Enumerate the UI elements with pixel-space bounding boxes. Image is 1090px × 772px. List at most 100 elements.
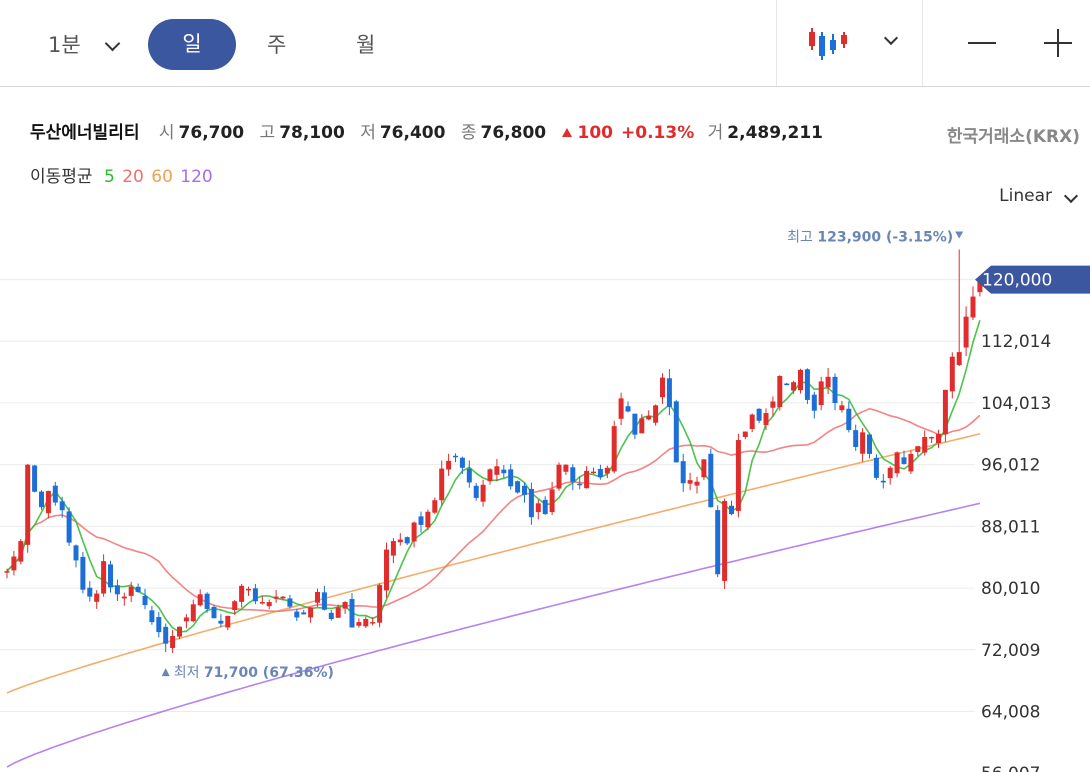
ma5-line [6, 320, 981, 633]
candle [763, 408, 769, 431]
candle-body [687, 480, 693, 484]
candle [377, 583, 383, 628]
candle [108, 560, 113, 593]
candle-body [459, 457, 465, 468]
candle [818, 376, 824, 411]
candle [887, 466, 893, 485]
candle-body [784, 383, 790, 386]
candle-body [177, 626, 182, 637]
candle [411, 521, 417, 548]
toolbar: 1분 일 주 월 [0, 0, 1090, 87]
candle-body [280, 596, 286, 599]
interval-selector[interactable]: 1분 [48, 33, 81, 57]
candle-body [239, 585, 245, 602]
ma60-line [6, 433, 981, 694]
candle-body [183, 617, 189, 622]
candle-body [846, 408, 852, 431]
candle-body [749, 414, 755, 430]
ma-legend: 이동평균 5 20 60 120 [30, 162, 219, 187]
chevron-down-icon[interactable] [1063, 188, 1079, 204]
candle-body [880, 480, 886, 483]
candle [197, 589, 203, 607]
candle [370, 616, 376, 626]
candle-body [770, 401, 776, 408]
candle-body [901, 457, 907, 464]
candle [321, 585, 327, 611]
candle-body [356, 622, 362, 626]
candle-body [577, 483, 583, 486]
tab-day[interactable]: 일 [148, 19, 236, 70]
candle [508, 464, 514, 490]
candle-body [32, 465, 38, 492]
candle-body [963, 316, 969, 348]
ma-120[interactable]: 120 [180, 167, 213, 187]
candle-body [625, 406, 631, 412]
chevron-down-icon[interactable] [883, 30, 899, 46]
candle-body [597, 468, 603, 478]
candle [549, 481, 555, 516]
candle-body [384, 549, 389, 591]
candle-body [473, 485, 479, 498]
candle [418, 511, 424, 533]
candle-body [604, 467, 610, 474]
candle-body [446, 460, 452, 470]
candle-body [142, 595, 148, 606]
close-label: 종 [460, 123, 477, 143]
candle-body [66, 511, 72, 543]
candle-body [853, 430, 859, 447]
candle [597, 464, 603, 480]
candle-body [363, 618, 369, 627]
candle [708, 448, 714, 508]
plus-icon-stem[interactable] [1057, 29, 1059, 57]
candle-body [397, 539, 403, 543]
candle-body [515, 481, 521, 493]
candle [784, 382, 790, 386]
candle-body [756, 408, 762, 421]
candle [867, 433, 872, 459]
ma-20[interactable]: 20 [122, 167, 144, 187]
low-annotation: 최저 71,700 (67.36%) [174, 665, 334, 681]
candle-body [190, 604, 196, 622]
candle [308, 606, 314, 623]
high-annotation-label: 최고 [787, 230, 817, 246]
tab-month[interactable]: 월 [356, 33, 376, 57]
y-tick-label: 104,013 [981, 394, 1051, 414]
candle [232, 599, 238, 615]
candle [425, 509, 431, 531]
candle-body [308, 607, 314, 618]
candle [218, 614, 224, 628]
candle-body [563, 464, 569, 472]
candle [142, 588, 148, 610]
candle-body [735, 440, 741, 511]
candle [439, 460, 445, 506]
tab-week[interactable]: 주 [267, 33, 287, 57]
price-chart[interactable]: 112,014 104,013 96,012 88,011 80,010 72,009 64… [0, 210, 1090, 772]
candle [404, 536, 410, 546]
candle [653, 404, 659, 426]
candlestick-icon[interactable] [806, 24, 850, 64]
candle-body [321, 592, 327, 610]
high-annotation: 최고 123,900 (-3.15%) [787, 230, 953, 246]
candle [52, 481, 58, 506]
candle-body [763, 413, 769, 426]
candle-body [218, 620, 224, 624]
candle [915, 446, 921, 457]
candle [11, 550, 17, 576]
candle [342, 601, 348, 614]
open-value: 76,700 [178, 123, 245, 143]
ma-60[interactable]: 60 [151, 167, 173, 187]
candle-body [377, 585, 383, 623]
scale-selector[interactable]: Linear [999, 186, 1052, 206]
candle-body [204, 593, 210, 609]
candle-body [252, 588, 258, 602]
ma-5[interactable]: 5 [103, 167, 115, 187]
current-price-label: 120,000 [982, 271, 1052, 291]
chevron-down-icon[interactable] [104, 35, 121, 52]
candle [811, 391, 817, 419]
high-label: 고 [259, 123, 276, 143]
candle-body [860, 432, 866, 454]
candle [528, 482, 534, 525]
candle [777, 375, 783, 411]
candle [542, 496, 548, 515]
minus-icon[interactable] [968, 42, 996, 44]
